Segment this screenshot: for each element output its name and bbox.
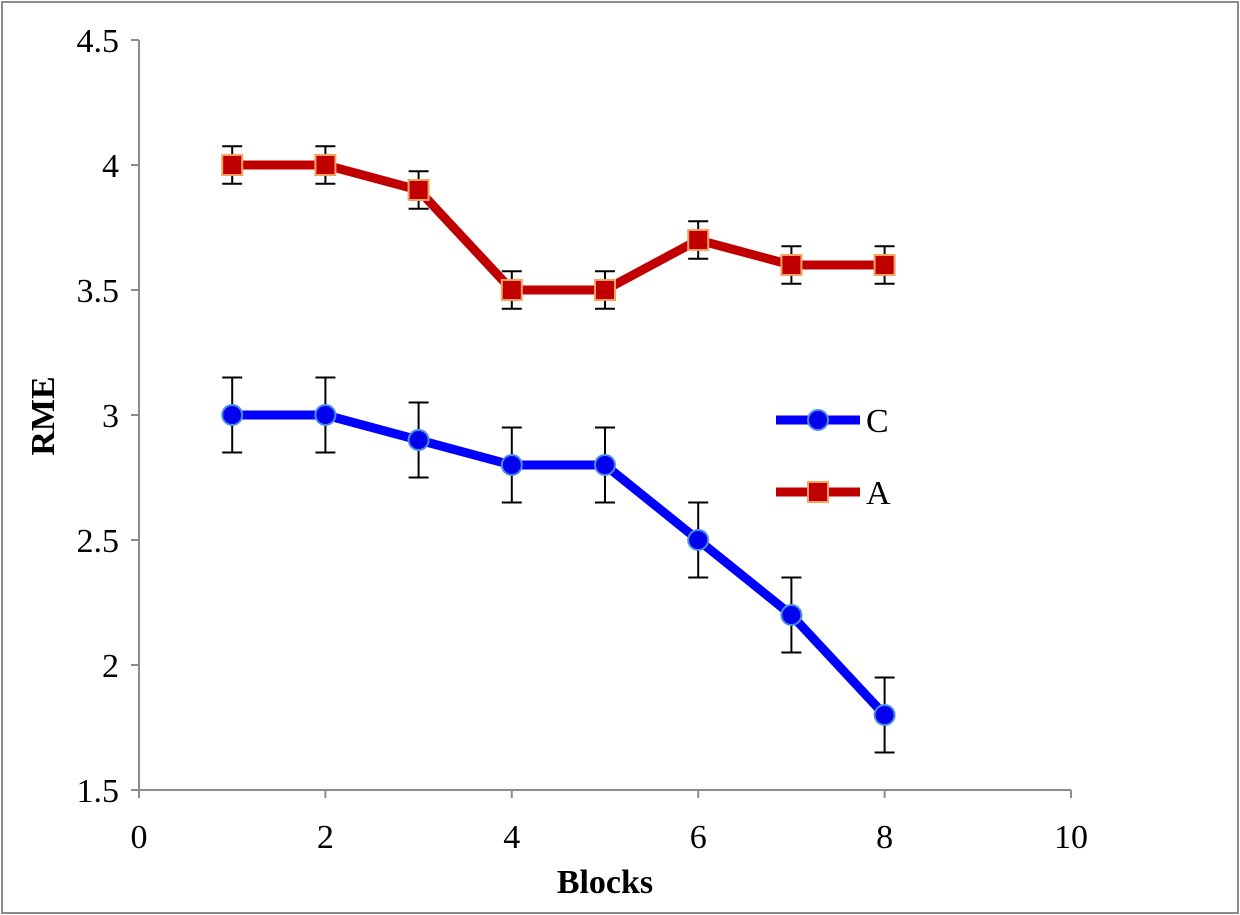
x-ticks: 0 2 4 6 8 10 [131, 790, 1088, 856]
series-C [221, 376, 896, 754]
y-tick-label: 2 [102, 648, 119, 685]
series-line [232, 160, 885, 295]
legend-item-C: C [776, 403, 889, 440]
x-axis-title: Blocks [557, 864, 653, 901]
legend-marker [807, 409, 829, 431]
data-point [873, 704, 896, 726]
data-point [594, 279, 616, 301]
legend-item-A: A [776, 475, 891, 512]
y-ticks: 1.5 2 2.5 3 3.5 4 4.5 [77, 23, 139, 810]
x-tick-label: 8 [876, 819, 893, 856]
y-tick-label: 3 [102, 398, 119, 435]
data-point [500, 454, 523, 476]
data-point [687, 229, 710, 251]
data-point [407, 429, 430, 451]
data-point [594, 454, 616, 476]
y-tick-label: 2.5 [77, 523, 120, 560]
data-point [407, 179, 430, 201]
y-axis-title: RME [25, 376, 62, 455]
data-point [221, 154, 244, 176]
data-point [780, 254, 803, 276]
legend-label: A [866, 475, 891, 512]
y-tick-label: 4.5 [77, 23, 120, 60]
data-point [500, 279, 523, 301]
x-tick-label: 10 [1054, 819, 1088, 856]
y-tick-label: 4 [102, 148, 119, 185]
data-point [314, 154, 337, 176]
data-point [780, 604, 803, 626]
legend-label: C [866, 403, 889, 440]
plot-area: 1.5 2 2.5 3 3.5 4 4.5 0 2 4 6 8 10 [77, 23, 1089, 856]
x-tick-label: 4 [503, 819, 520, 856]
y-tick-label: 1.5 [77, 773, 120, 810]
data-point [221, 404, 244, 426]
x-tick-label: 2 [317, 819, 334, 856]
x-tick-label: 0 [131, 819, 148, 856]
legend-marker [807, 481, 829, 503]
series-layer [221, 145, 896, 754]
series-line [232, 410, 888, 719]
data-point [314, 404, 337, 426]
legend: CA [776, 403, 891, 512]
data-point [687, 529, 710, 551]
x-tick-label: 6 [690, 819, 707, 856]
data-point [873, 254, 896, 276]
y-tick-label: 3.5 [77, 273, 120, 310]
series-A [221, 145, 896, 310]
